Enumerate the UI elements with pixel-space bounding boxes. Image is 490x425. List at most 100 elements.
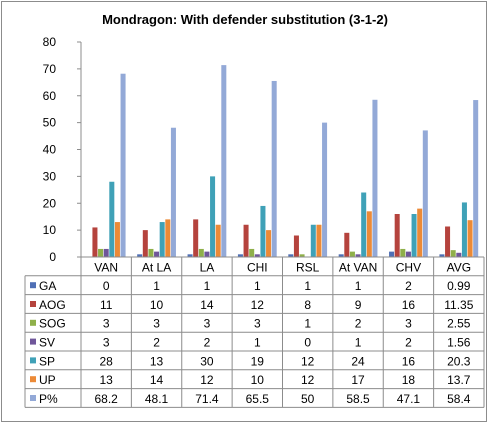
data-label-sog-7: 2.55 (447, 317, 471, 331)
bar-aog-1 (142, 230, 148, 257)
data-label-ga-4: 1 (304, 279, 311, 293)
data-label-ppct-7: 58.4 (447, 392, 471, 406)
bar-sv-1 (154, 251, 160, 257)
bar-ppct-4 (322, 122, 328, 257)
bar-sog-0 (98, 248, 104, 257)
bar-sp-5 (361, 192, 367, 257)
bar-aog-5 (344, 232, 350, 257)
data-label-sv-4: 0 (304, 336, 311, 350)
data-label-ppct-5: 58.5 (346, 392, 370, 406)
bar-sp-0 (109, 181, 115, 257)
data-label-ga-1: 1 (153, 279, 160, 293)
bar-sp-1 (159, 222, 165, 257)
legend-label-sv: SV (39, 336, 55, 350)
bar-aog-6 (394, 214, 400, 257)
x-category-label: VAN (94, 260, 118, 274)
y-tick-label: 0 (49, 250, 56, 264)
bar-sv-6 (405, 251, 411, 257)
bar-ga-2 (187, 254, 193, 257)
bar-sv-2 (204, 251, 210, 257)
bar-ppct-2 (221, 65, 227, 257)
bar-ga-4 (288, 254, 294, 257)
data-label-sv-5: 1 (355, 336, 362, 350)
data-label-up-4: 12 (301, 373, 315, 387)
bar-sog-1 (148, 248, 154, 257)
data-label-ga-5: 1 (355, 279, 362, 293)
data-label-sv-3: 1 (254, 336, 261, 350)
bar-sv-3 (254, 254, 260, 257)
data-label-ppct-3: 65.5 (246, 392, 270, 406)
legend-swatch-sog (30, 319, 36, 326)
bar-sp-6 (411, 214, 417, 257)
y-tick-label: 80 (43, 35, 57, 49)
bar-aog-2 (193, 219, 199, 257)
data-label-sog-4: 1 (304, 317, 311, 331)
chart-title: Mondragon: With defender substitution (3… (102, 12, 388, 27)
data-label-sp-4: 12 (301, 354, 315, 368)
data-label-sog-2: 3 (204, 317, 211, 331)
data-label-ppct-6: 47.1 (397, 392, 421, 406)
bar-up-4 (316, 224, 322, 257)
data-label-sv-0: 3 (103, 336, 110, 350)
bar-ga-3 (237, 254, 243, 257)
data-label-sog-6: 3 (405, 317, 412, 331)
bar-ga-6 (389, 251, 395, 257)
data-label-sp-5: 24 (351, 354, 365, 368)
data-label-aog-3: 12 (251, 298, 265, 312)
bar-up-7 (467, 220, 473, 257)
y-tick-label: 40 (43, 143, 57, 157)
data-label-ga-2: 1 (204, 279, 211, 293)
data-label-sp-0: 28 (100, 354, 114, 368)
data-label-aog-2: 14 (200, 298, 214, 312)
y-tick-label: 20 (43, 196, 57, 210)
data-label-ppct-4: 50 (301, 392, 315, 406)
data-label-ga-3: 1 (254, 279, 261, 293)
data-label-up-0: 13 (100, 373, 114, 387)
data-label-sog-1: 3 (153, 317, 160, 331)
data-label-sv-7: 1.56 (447, 336, 471, 350)
bar-sv-0 (103, 248, 109, 257)
bar-up-1 (165, 219, 171, 257)
data-label-ga-6: 2 (405, 279, 412, 293)
bar-aog-3 (243, 224, 249, 257)
data-label-ppct-2: 71.4 (195, 392, 219, 406)
data-label-sog-3: 3 (254, 317, 261, 331)
legend-swatch-sv (30, 338, 36, 345)
data-label-up-5: 17 (351, 373, 365, 387)
bar-sog-7 (450, 250, 456, 257)
bar-up-5 (366, 211, 372, 257)
bar-sp-2 (210, 176, 216, 257)
x-category-label: CHI (247, 260, 268, 274)
bar-ga-1 (137, 254, 143, 257)
data-label-aog-0: 11 (100, 298, 113, 312)
legend-swatch-up (30, 376, 36, 383)
data-label-sp-7: 20.3 (447, 354, 471, 368)
bar-aog-7 (445, 226, 451, 257)
bar-up-0 (114, 222, 120, 257)
legend-swatch-sp (30, 357, 36, 364)
bar-sp-3 (260, 205, 266, 257)
legend-label-sog: SOG (39, 317, 66, 331)
bar-ppct-7 (473, 100, 479, 257)
legend-swatch-aog (30, 301, 36, 307)
data-label-sp-3: 19 (251, 354, 265, 368)
x-category-label: CHV (396, 260, 421, 274)
bar-ppct-5 (372, 99, 378, 257)
x-category-label: LA (200, 260, 215, 274)
data-label-ga-0: 0 (103, 279, 110, 293)
data-label-up-6: 18 (402, 373, 416, 387)
data-label-aog-1: 10 (150, 298, 164, 312)
legend-label-ppct: P% (39, 392, 58, 406)
bar-ga-7 (439, 254, 445, 257)
y-tick-label: 30 (43, 169, 57, 183)
bar-ppct-3 (271, 80, 277, 257)
bar-sp-7 (461, 202, 467, 257)
bar-sp-4 (310, 224, 316, 257)
bar-ga-5 (338, 254, 344, 257)
data-label-sp-1: 13 (150, 354, 164, 368)
bar-sv-5 (355, 254, 361, 257)
data-label-sog-5: 2 (355, 317, 362, 331)
y-tick-label: 70 (43, 62, 57, 76)
